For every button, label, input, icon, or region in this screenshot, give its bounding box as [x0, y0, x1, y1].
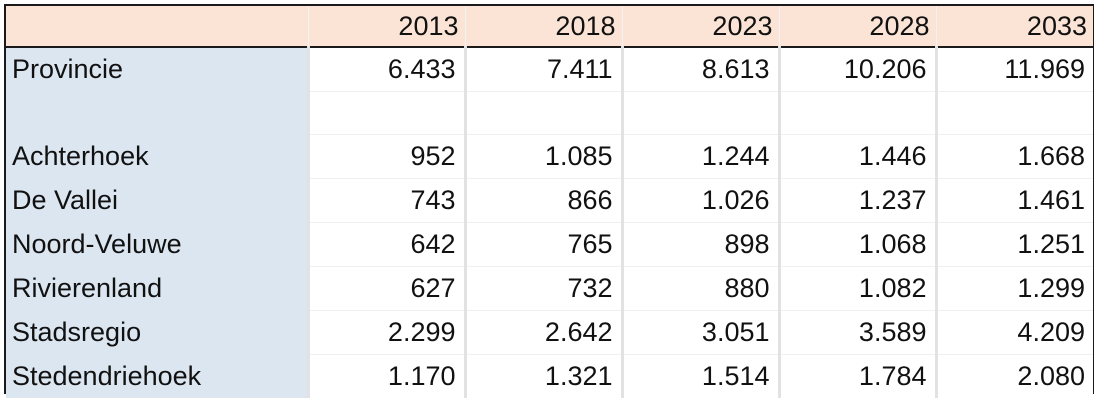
value-cell[interactable]: 898 [620, 222, 779, 267]
value-cell[interactable]: 1.321 [463, 354, 622, 398]
value-cell[interactable]: 952 [306, 134, 465, 179]
value-cell[interactable]: 2.299 [306, 310, 465, 355]
data-table: 2013 2018 2023 2028 2033 Provincie 6.433… [6, 6, 1093, 398]
value-cell[interactable]: 1.251 [934, 222, 1093, 267]
table-row: Achterhoek 952 1.085 1.244 1.446 1.668 [6, 134, 1093, 179]
value-cell[interactable]: 1.461 [934, 178, 1093, 223]
value-cell[interactable]: 2.642 [463, 310, 622, 355]
row-label-cell[interactable]: Noord-Veluwe [6, 222, 308, 267]
value-cell[interactable] [463, 91, 622, 135]
table-row: De Vallei 743 866 1.026 1.237 1.461 [6, 178, 1093, 223]
value-cell[interactable]: 642 [306, 222, 465, 267]
value-cell[interactable]: 8.613 [620, 46, 779, 92]
table-row: Provincie 6.433 7.411 8.613 10.206 11.96… [6, 46, 1093, 92]
table-row: Rivierenland 627 732 880 1.082 1.299 [6, 266, 1093, 311]
value-cell[interactable]: 1.668 [934, 134, 1093, 179]
value-cell[interactable]: 1.244 [620, 134, 779, 179]
value-cell[interactable]: 732 [463, 266, 622, 311]
value-cell[interactable]: 627 [306, 266, 465, 311]
header-year-cell[interactable]: 2023 [621, 6, 779, 48]
value-cell[interactable] [620, 91, 779, 135]
value-cell[interactable]: 743 [306, 178, 465, 223]
value-cell[interactable]: 866 [463, 178, 622, 223]
row-label-cell[interactable]: Rivierenland [6, 266, 308, 311]
header-corner-cell[interactable] [6, 6, 308, 48]
value-cell[interactable]: 3.589 [777, 310, 936, 355]
table-row: Stadsregio 2.299 2.642 3.051 3.589 4.209 [6, 310, 1093, 355]
table-row: Noord-Veluwe 642 765 898 1.068 1.251 [6, 222, 1093, 267]
value-cell[interactable]: 1.170 [306, 354, 465, 398]
value-cell[interactable]: 10.206 [777, 46, 936, 92]
row-label-cell[interactable]: Provincie [6, 47, 308, 92]
header-year-cell[interactable]: 2018 [464, 6, 622, 48]
spreadsheet-range: 2013 2018 2023 2028 2033 Provincie 6.433… [4, 4, 1094, 398]
header-year-cell[interactable]: 2013 [307, 6, 465, 48]
value-cell[interactable]: 1.082 [777, 266, 936, 311]
value-cell[interactable]: 765 [463, 222, 622, 267]
value-cell[interactable]: 1.068 [777, 222, 936, 267]
row-label-cell[interactable] [6, 91, 308, 135]
value-cell[interactable] [306, 91, 465, 135]
table-row: Stedendriehoek 1.170 1.321 1.514 1.784 2… [6, 354, 1093, 398]
value-cell[interactable]: 1.446 [777, 134, 936, 179]
value-cell[interactable]: 1.299 [934, 266, 1093, 311]
row-label-cell[interactable]: Achterhoek [6, 134, 308, 179]
value-cell[interactable]: 4.209 [934, 310, 1093, 355]
row-label-cell[interactable]: Stadsregio [6, 310, 308, 355]
value-cell[interactable]: 1.784 [777, 354, 936, 398]
row-label-cell[interactable]: Stedendriehoek [6, 354, 308, 398]
row-label-cell[interactable]: De Vallei [6, 178, 308, 223]
value-cell[interactable]: 1.514 [620, 354, 779, 398]
header-year-cell[interactable]: 2028 [778, 6, 936, 48]
value-cell[interactable]: 880 [620, 266, 779, 311]
value-cell[interactable]: 2.080 [934, 354, 1093, 398]
value-cell[interactable]: 6.433 [306, 46, 465, 92]
value-cell[interactable] [777, 91, 936, 135]
header-year-cell[interactable]: 2033 [935, 6, 1093, 48]
value-cell[interactable]: 11.969 [934, 46, 1093, 92]
value-cell[interactable]: 3.051 [620, 310, 779, 355]
value-cell[interactable]: 1.085 [463, 134, 622, 179]
empty-row [6, 91, 1093, 135]
value-cell[interactable]: 7.411 [463, 46, 622, 92]
value-cell[interactable] [934, 91, 1093, 135]
value-cell[interactable]: 1.237 [777, 178, 936, 223]
value-cell[interactable]: 1.026 [620, 178, 779, 223]
header-row: 2013 2018 2023 2028 2033 [6, 6, 1093, 48]
